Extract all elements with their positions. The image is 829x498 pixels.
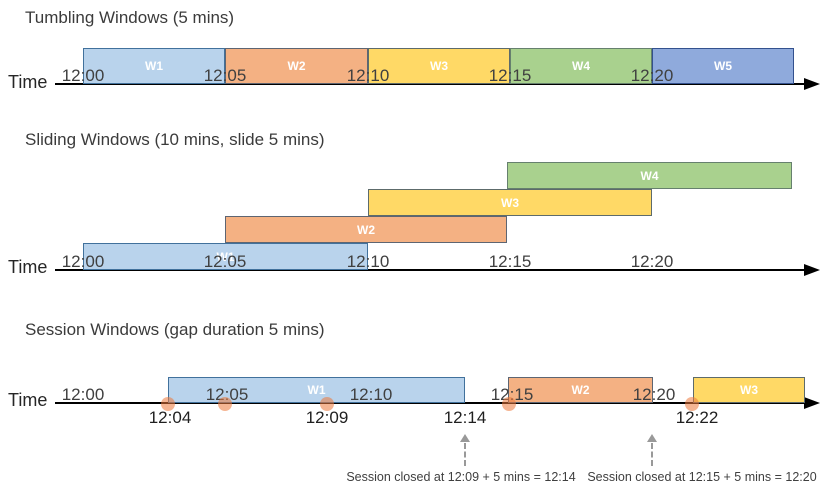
tick-12-10: 12:10 xyxy=(346,252,390,271)
session-timeline-arrow-icon xyxy=(804,397,820,409)
event-time-12-09: 12:09 xyxy=(305,408,349,427)
sliding-window-w2: W2 xyxy=(225,216,507,243)
tick-12-10: 12:10 xyxy=(349,385,393,404)
close-time-12-14: 12:14 xyxy=(443,408,487,427)
event-dot xyxy=(320,397,334,411)
tick-12-20: 12:20 xyxy=(630,66,674,85)
session-window-w3: W3 xyxy=(693,377,805,403)
window-label: W5 xyxy=(714,59,732,73)
window-label: W1 xyxy=(307,383,326,397)
tick-12-15: 12:15 xyxy=(488,66,532,85)
tumbling-time-axis-label: Time xyxy=(8,72,48,92)
event-time-12-04: 12:04 xyxy=(148,408,192,427)
session-section-title: Session Windows (gap duration 5 mins) xyxy=(25,320,325,339)
event-dot xyxy=(161,397,175,411)
session-time-axis-label: Time xyxy=(8,390,48,410)
session-window-w2: W2 xyxy=(508,377,653,403)
window-label: W3 xyxy=(501,195,519,210)
sliding-window-w4: W4 xyxy=(507,162,792,189)
event-dot xyxy=(685,397,699,411)
tick-12-15: 12:15 xyxy=(488,252,532,271)
tumbling-section-title: Tumbling Windows (5 mins) xyxy=(25,8,235,27)
window-label: W2 xyxy=(571,383,590,397)
tick-12-20: 12:20 xyxy=(632,385,676,404)
sliding-window-w1: W1 xyxy=(83,243,368,270)
annotation-arrow-up-icon xyxy=(460,434,470,442)
tick-12-05: 12:05 xyxy=(203,66,247,85)
sliding-section-title: Sliding Windows (10 mins, slide 5 mins) xyxy=(25,130,325,149)
window-label: W2 xyxy=(357,222,375,237)
annotation-arrow-line xyxy=(464,443,466,466)
sliding-window-w3: W3 xyxy=(368,189,652,216)
annotation-arrow-line xyxy=(651,443,653,466)
annotation-arrow-up-icon xyxy=(647,434,657,442)
tick-12-05: 12:05 xyxy=(203,252,247,271)
window-label: W2 xyxy=(287,59,306,73)
window-label: W3 xyxy=(430,59,448,73)
tick-12-10: 12:10 xyxy=(346,66,390,85)
sliding-timeline-arrow-icon xyxy=(804,264,820,276)
tumbling-window-w4: W4 xyxy=(510,48,652,84)
tick-12-00: 12:00 xyxy=(61,66,105,85)
tumbling-timeline-arrow-icon xyxy=(804,78,820,90)
tumbling-window-w3: W3 xyxy=(368,48,510,84)
event-dot xyxy=(218,397,232,411)
session-close-annotation-1: Session closed at 12:09 + 5 mins = 12:14 xyxy=(346,470,576,484)
window-label: W3 xyxy=(740,383,758,397)
tick-12-05: 12:05 xyxy=(205,385,249,404)
window-label: W1 xyxy=(145,59,163,73)
tumbling-timeline xyxy=(55,83,806,85)
tumbling-window-w5: W5 xyxy=(652,48,794,84)
tumbling-window-w1: W1 xyxy=(83,48,225,84)
event-time-12-22: 12:22 xyxy=(675,408,719,427)
window-label: W4 xyxy=(640,168,659,183)
sliding-time-axis-label: Time xyxy=(8,257,48,277)
session-timeline xyxy=(55,402,806,404)
sliding-timeline xyxy=(55,269,806,271)
tick-12-15: 12:15 xyxy=(490,385,534,404)
tick-12-00: 12:00 xyxy=(61,385,105,404)
session-close-annotation-2: Session closed at 12:15 + 5 mins = 12:20 xyxy=(587,470,817,484)
tick-12-20: 12:20 xyxy=(630,252,674,271)
tumbling-window-w2: W2 xyxy=(225,48,368,84)
window-label: W1 xyxy=(216,249,235,264)
event-dot xyxy=(502,397,516,411)
window-label: W4 xyxy=(572,59,590,73)
tick-12-00: 12:00 xyxy=(61,252,105,271)
session-window-w1: W1 xyxy=(168,377,465,403)
